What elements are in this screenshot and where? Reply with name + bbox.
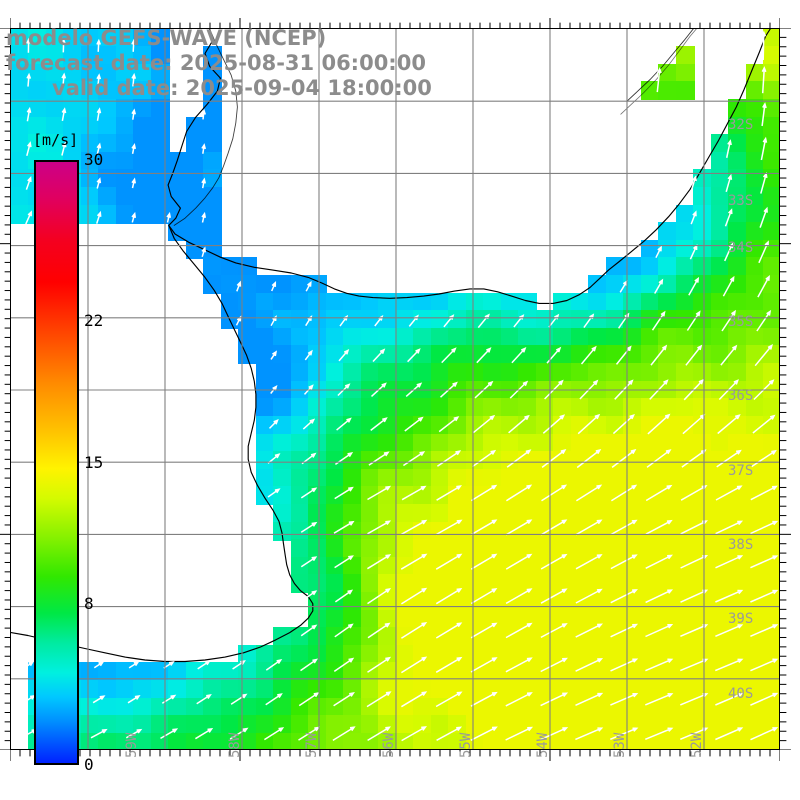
colorbar-tick-0: 0 (84, 755, 94, 774)
colorbar-tick-8: 8 (84, 593, 94, 613)
colorbar-tick-30: 30 (84, 150, 104, 169)
colorbar-tick-15: 15 (84, 452, 104, 472)
colorbar-tick-22: 22 (84, 311, 104, 331)
colorbar-gradient (34, 160, 79, 765)
colorbar-unit-label: [m/s] (33, 131, 79, 149)
axis-ticks-left (0, 28, 11, 750)
windspeed-heatmap-layer (11, 29, 779, 749)
axis-ticks-right (780, 28, 791, 750)
axis-ticks-top (10, 18, 780, 29)
map-plot-area[interactable] (10, 28, 780, 750)
colorbar[interactable] (34, 160, 79, 765)
land-coastline-layer (11, 29, 771, 663)
lat-lon-gridlines (11, 29, 779, 749)
axis-ticks-bottom (10, 750, 780, 761)
